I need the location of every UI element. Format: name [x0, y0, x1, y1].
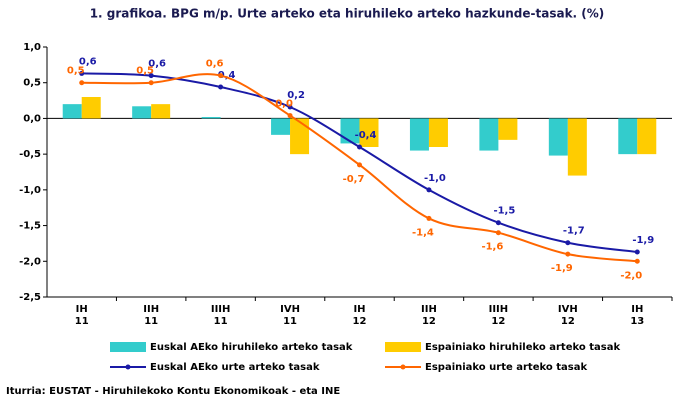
data-label: 0,6	[148, 59, 166, 70]
bar	[637, 118, 657, 155]
bar	[498, 118, 518, 140]
y-tick-label: -0,5	[19, 149, 41, 160]
bar	[479, 118, 499, 151]
point	[148, 73, 154, 79]
data-label: -1,6	[481, 242, 503, 253]
chart-title: 1. grafikoa. BPG m/p. Urte arteko eta hi…	[90, 7, 605, 21]
bar	[62, 104, 82, 119]
legend-label: Espainiako urte arteko tasak	[425, 362, 587, 373]
data-label: -0,4	[355, 130, 377, 141]
legend-swatch	[110, 342, 146, 352]
y-tick-label: 1,0	[23, 42, 41, 53]
point	[426, 187, 432, 193]
y-tick-label: -2,5	[19, 292, 41, 303]
x-tick-label: IVH	[280, 304, 300, 315]
source: Iturria: EUSTAT - Hiruhilekoko Kontu Eko…	[6, 386, 340, 397]
legend-swatch	[400, 364, 406, 370]
point	[357, 162, 362, 168]
x-tick-label: IIH	[421, 304, 437, 315]
bar	[359, 118, 379, 147]
bar	[151, 104, 171, 119]
point	[79, 80, 85, 86]
x-tick-label: IH	[76, 304, 88, 315]
point	[148, 80, 154, 86]
point	[287, 104, 293, 110]
data-label: -1,0	[424, 173, 446, 184]
data-label: 0,4	[218, 70, 236, 81]
data-label: -1,7	[563, 226, 585, 237]
point	[357, 144, 362, 150]
y-tick-label: -1,5	[19, 221, 41, 232]
y-tick-label: -1,0	[19, 185, 41, 196]
x-tick-label: IIH	[143, 304, 159, 315]
point	[218, 84, 224, 90]
point	[426, 215, 432, 221]
data-label: -1,9	[551, 263, 573, 274]
point	[218, 73, 224, 79]
bar	[409, 118, 429, 151]
x-tick-label: 11	[214, 316, 228, 327]
x-tick-label: 12	[491, 316, 505, 327]
data-label: 0,5	[67, 66, 85, 77]
x-tick-label: IH	[353, 304, 365, 315]
data-label: -1,5	[493, 206, 515, 217]
point	[634, 249, 640, 255]
data-label: -2,0	[620, 270, 642, 281]
bar	[428, 118, 448, 147]
data-label: 0,2	[287, 90, 305, 101]
x-tick-label: IVH	[558, 304, 578, 315]
x-tick-label: 11	[283, 316, 297, 327]
point	[495, 230, 501, 236]
data-label: 0,6	[79, 56, 97, 67]
x-tick-label: 12	[422, 316, 436, 327]
x-tick-label: 11	[75, 316, 89, 327]
point	[79, 70, 85, 76]
x-tick-label: IIIH	[489, 304, 509, 315]
x-tick-label: 12	[561, 316, 575, 327]
y-tick-label: -2,0	[19, 256, 41, 267]
point	[565, 240, 571, 246]
line	[81, 73, 638, 263]
bar	[548, 118, 568, 156]
data-label: -1,4	[412, 227, 434, 238]
data-label: -1,9	[632, 235, 654, 246]
legend-label: Euskal AEko hiruhileko arteko tasak	[150, 342, 353, 353]
bar	[132, 106, 152, 119]
y-tick-label: 0,5	[23, 78, 41, 89]
bar	[201, 117, 221, 119]
x-tick-label: 13	[630, 316, 644, 327]
x-tick-label: 12	[353, 316, 367, 327]
legend-swatch	[125, 364, 131, 370]
x-tick-label: IIIH	[211, 304, 231, 315]
legend-label: Espainiako hiruhileko arteko tasak	[425, 342, 620, 353]
legend-label: Euskal AEko urte arteko tasak	[150, 362, 320, 373]
data-label: 0,6	[206, 59, 224, 70]
point	[565, 251, 571, 257]
bar	[567, 118, 587, 176]
legend-swatch	[385, 342, 421, 352]
bar	[271, 118, 291, 135]
data-label: -0,7	[343, 174, 365, 185]
bar	[81, 97, 101, 119]
point	[495, 220, 501, 226]
data-label: 0,0	[275, 99, 293, 110]
y-tick-label: 0,0	[23, 113, 41, 124]
bar	[290, 118, 310, 155]
point	[634, 258, 640, 264]
x-tick-label: 11	[144, 316, 158, 327]
data-label: 0,5	[136, 66, 154, 77]
x-tick-label: IH	[631, 304, 643, 315]
bar	[618, 118, 638, 155]
point	[287, 113, 293, 119]
